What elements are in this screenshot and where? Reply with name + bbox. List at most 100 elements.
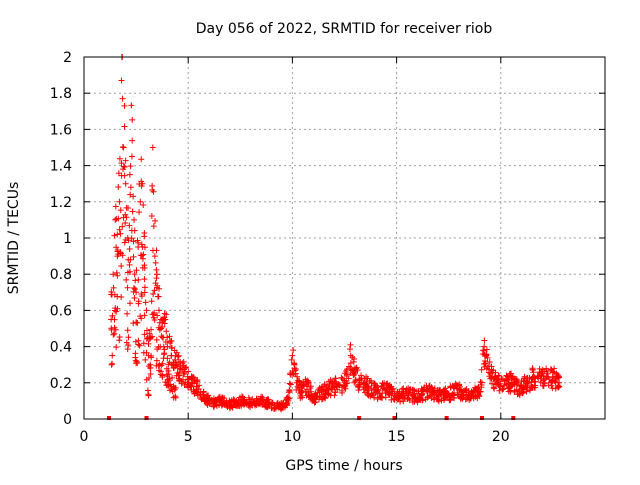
- data-point: [509, 381, 516, 388]
- data-point: [172, 394, 179, 401]
- data-point: [311, 399, 318, 406]
- data-point: [140, 201, 147, 208]
- data-point: [299, 385, 306, 392]
- data-point: [321, 394, 328, 401]
- data-point: [336, 382, 343, 389]
- data-point: [238, 399, 245, 406]
- data-point: [529, 365, 536, 372]
- data-point: [290, 347, 297, 354]
- data-point: [161, 314, 168, 321]
- data-point: [141, 244, 148, 251]
- data-point: [153, 247, 160, 254]
- data-point: [505, 388, 512, 395]
- data-point: [341, 377, 348, 384]
- data-point: [113, 308, 120, 315]
- data-point: [190, 373, 197, 380]
- data-point: [149, 144, 156, 151]
- data-point: [520, 389, 527, 396]
- data-point: [496, 387, 503, 394]
- data-point: [114, 293, 121, 300]
- data-point: [228, 401, 235, 408]
- data-point: [133, 319, 140, 326]
- data-point: [478, 366, 485, 373]
- data-point: [136, 209, 143, 216]
- data-point: [485, 362, 492, 369]
- data-point: [119, 223, 126, 230]
- data-point: [305, 379, 312, 386]
- data-point: [522, 380, 529, 387]
- data-point: [125, 205, 132, 212]
- data-point: [121, 102, 128, 109]
- data-point: [552, 385, 559, 392]
- data-point: [556, 383, 563, 390]
- data-point: [122, 220, 129, 227]
- data-point: [131, 286, 138, 293]
- data-point: [521, 373, 528, 380]
- x-tick-label: 0: [80, 429, 89, 445]
- data-point: [159, 374, 166, 381]
- data-point: [441, 391, 448, 398]
- data-point: [151, 253, 158, 260]
- y-tick-label: 1.6: [50, 122, 72, 138]
- data-point: [129, 208, 136, 215]
- data-point: [425, 393, 432, 400]
- data-point: [135, 276, 142, 283]
- axis-marker: [392, 416, 397, 420]
- axis-marker: [480, 416, 485, 420]
- data-point: [167, 381, 174, 388]
- data-point: [405, 385, 412, 392]
- data-point: [141, 289, 148, 296]
- data-point: [110, 284, 117, 291]
- data-point: [147, 371, 154, 378]
- data-point: [195, 382, 202, 389]
- data-point: [121, 164, 128, 171]
- data-point: [174, 369, 181, 376]
- data-point: [115, 215, 122, 222]
- data-point: [314, 394, 321, 401]
- data-point: [155, 363, 162, 370]
- data-point: [144, 387, 151, 394]
- data-point: [117, 207, 124, 214]
- data-point: [116, 333, 123, 340]
- axis-marker: [444, 416, 449, 420]
- x-tick-label: 5: [184, 429, 193, 445]
- data-point: [147, 365, 154, 372]
- data-point: [230, 398, 237, 405]
- data-point: [113, 269, 120, 276]
- data-point: [118, 263, 125, 270]
- data-point: [138, 293, 145, 300]
- data-point: [141, 276, 148, 283]
- data-point: [115, 184, 122, 191]
- data-point: [410, 386, 417, 393]
- data-point: [153, 266, 160, 273]
- data-point: [486, 359, 493, 366]
- data-point: [120, 144, 127, 151]
- data-point: [126, 268, 133, 275]
- data-point: [110, 271, 117, 278]
- data-point: [220, 400, 227, 407]
- data-point: [229, 404, 236, 411]
- data-point: [477, 379, 484, 386]
- data-point: [375, 387, 382, 394]
- data-point: [118, 294, 125, 301]
- data-point: [456, 386, 463, 393]
- data-point: [150, 188, 157, 195]
- data-point: [394, 396, 401, 403]
- data-point: [358, 372, 365, 379]
- data-point: [149, 333, 156, 340]
- data-point: [124, 327, 131, 334]
- data-point: [109, 312, 116, 319]
- data-point: [312, 398, 319, 405]
- data-point: [469, 389, 476, 396]
- data-point: [499, 385, 506, 392]
- data-point: [157, 368, 164, 375]
- data-point: [121, 172, 128, 179]
- y-tick-label: 1: [63, 231, 72, 247]
- data-point: [216, 402, 223, 409]
- data-point: [450, 383, 457, 390]
- data-point: [129, 137, 136, 144]
- data-point: [332, 378, 339, 385]
- data-point: [167, 338, 174, 345]
- data-point: [452, 380, 459, 387]
- data-point: [163, 328, 170, 335]
